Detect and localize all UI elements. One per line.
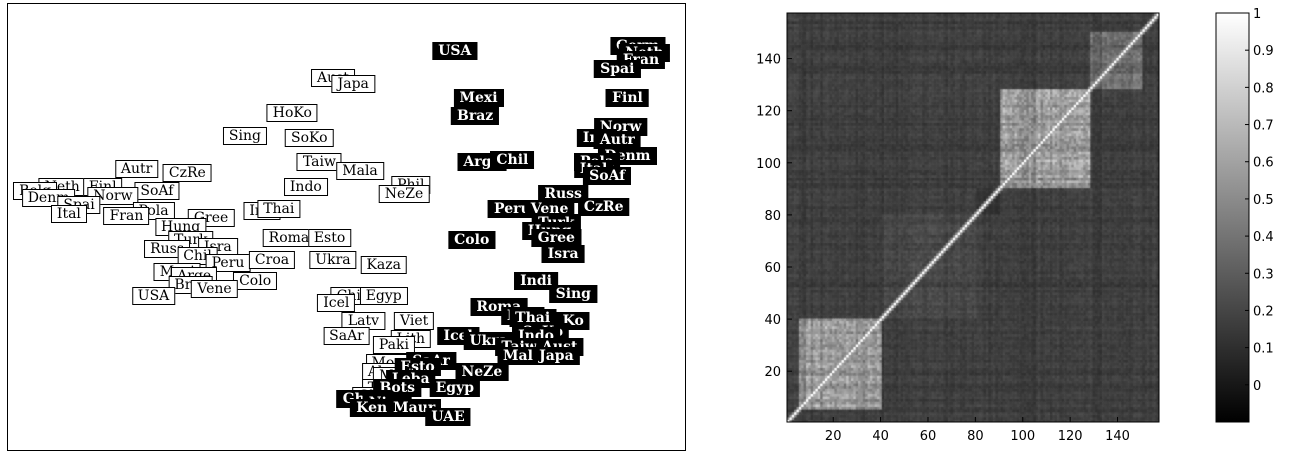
colorbar-tick-label: 0.4 xyxy=(1253,230,1274,245)
y-tick-label: 80 xyxy=(764,209,781,224)
colorbar-tick-label: 0.6 xyxy=(1253,156,1274,171)
y-tick-label: 20 xyxy=(764,365,781,380)
colorbar-tick-label: 0.3 xyxy=(1253,267,1274,282)
x-tick-label: 40 xyxy=(872,429,889,444)
black-point-label: UAE xyxy=(425,407,471,426)
black-point-label: Finl xyxy=(606,88,649,107)
x-tick-label: 80 xyxy=(967,429,984,444)
white-point-label: Croa xyxy=(248,251,296,270)
colorbar-tick-label: 1 xyxy=(1253,7,1261,22)
white-point-label: USA xyxy=(131,287,176,306)
black-point-label: USA xyxy=(432,41,478,60)
black-point-label: CzRe xyxy=(577,197,630,216)
colorbar-tick-label: 0.1 xyxy=(1253,342,1274,357)
black-point-label: Egyp xyxy=(429,378,481,397)
colorbar-tick-label: 0.7 xyxy=(1253,119,1274,134)
white-point-label: Icel xyxy=(317,293,356,312)
white-point-label: Taiw xyxy=(296,153,342,172)
similarity-heatmap: 20 40 60 80 100 120 140 20 40 60 80 100 120 140 1 0.9… xyxy=(756,7,1274,444)
white-point-label: CzRe xyxy=(162,164,212,183)
colorbar-tick-label: 0.5 xyxy=(1253,193,1274,208)
white-point-label: SoKo xyxy=(284,128,334,147)
white-point-label: SaAr xyxy=(323,327,370,346)
white-point-label: Ukra xyxy=(309,251,357,270)
white-point-label: Japa xyxy=(331,75,375,94)
black-point-label: SoAf xyxy=(583,166,632,185)
black-point-label: Sing xyxy=(549,284,597,303)
projection-scatter-plot: AustJapaHoKoSingSoKoTaiwMalaIndoPhilNeZe… xyxy=(7,3,686,451)
colorbar-tick-label: 0 xyxy=(1253,379,1261,394)
colorbar xyxy=(1215,12,1250,423)
white-point-label: Vene xyxy=(191,280,238,299)
white-point-label: Autr xyxy=(114,160,159,179)
white-point-label: Sing xyxy=(222,126,267,145)
white-point-label: Viet xyxy=(394,311,435,330)
white-point-label: SoAf xyxy=(134,182,180,201)
white-point-label: Mala xyxy=(336,162,384,181)
heatmap-x-axis: 20 40 60 80 100 120 140 xyxy=(825,417,1130,444)
x-tick-label: 140 xyxy=(1105,429,1130,444)
black-point-label: Indi xyxy=(514,271,558,290)
black-point-label: Japa xyxy=(533,347,580,366)
heatmap-frame xyxy=(786,12,1160,423)
colorbar-tick-label: 0.8 xyxy=(1253,81,1274,96)
white-point-label: Thai xyxy=(257,200,301,219)
white-point-label: Latv xyxy=(341,311,386,330)
colorbar-tick-label: 0.2 xyxy=(1253,304,1274,319)
y-tick-label: 120 xyxy=(756,105,781,120)
white-point-label: Fran xyxy=(103,206,150,225)
heatmap-matrix xyxy=(787,13,1159,422)
black-point-label: Peru xyxy=(488,200,537,219)
white-point-label: Paki xyxy=(372,336,415,355)
black-point-label: NeZe xyxy=(455,362,509,381)
black-point-label: Russ xyxy=(538,184,588,203)
black-point-label: Isra xyxy=(541,244,585,263)
x-tick-label: 60 xyxy=(920,429,937,444)
white-point-label: Roma xyxy=(262,229,316,248)
colorbar-axis: 1 0.9 0.8 0.7 0.6 0.5 0.4 0.3 0.2 0.1 0 xyxy=(1245,7,1274,394)
white-point-label: Indo xyxy=(283,177,328,196)
y-tick-label: 100 xyxy=(756,157,781,172)
x-tick-label: 120 xyxy=(1058,429,1083,444)
colorbar-tick-label: 0.9 xyxy=(1253,44,1274,59)
black-point-label: Chil xyxy=(490,151,535,170)
black-point-label: Gree xyxy=(531,229,581,248)
black-point-label: Colo xyxy=(448,231,496,250)
white-point-label: Kaza xyxy=(360,255,407,274)
x-tick-label: 100 xyxy=(1010,429,1035,444)
white-point-label: Ital xyxy=(50,204,87,223)
black-point-label: Mexi xyxy=(453,88,504,107)
y-tick-label: 40 xyxy=(764,313,781,328)
heatmap-y-axis: 20 40 60 80 100 120 140 xyxy=(756,53,792,380)
y-tick-label: 60 xyxy=(764,261,781,276)
y-tick-label: 140 xyxy=(756,53,781,68)
white-point-label: HoKo xyxy=(266,104,318,123)
black-point-label: Spai xyxy=(594,59,641,78)
white-point-label: Esto xyxy=(307,229,352,248)
x-tick-label: 20 xyxy=(825,429,842,444)
white-point-label: NeZe xyxy=(378,184,430,203)
black-point-label: Braz xyxy=(451,106,500,125)
white-point-label: Egyp xyxy=(359,287,408,306)
white-point-label: Colo xyxy=(233,271,278,290)
